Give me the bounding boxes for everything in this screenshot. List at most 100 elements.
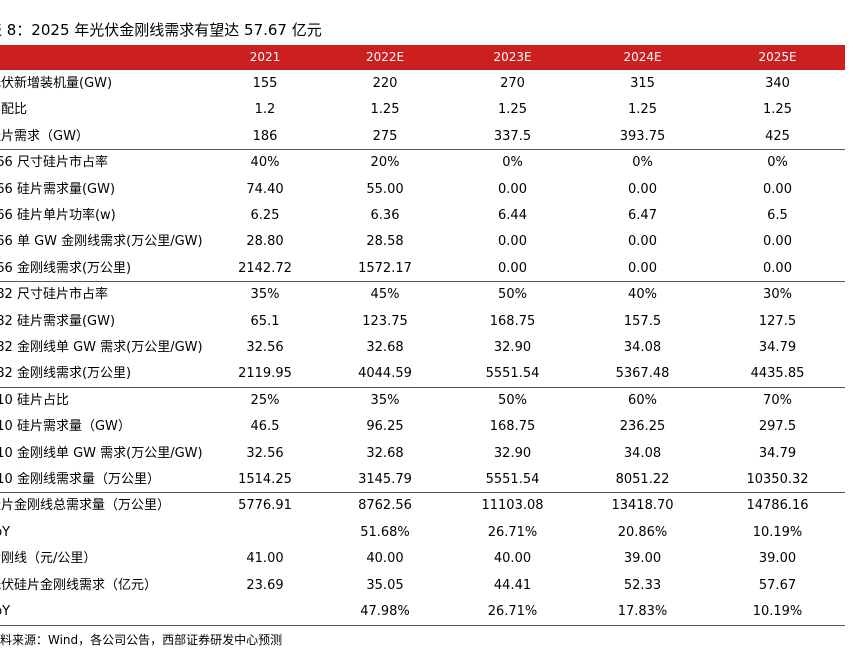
cell: 5367.48 xyxy=(615,366,670,382)
cell: 35% xyxy=(250,287,280,303)
cell: 2142.72 xyxy=(238,260,292,276)
cell: 236.25 xyxy=(619,419,666,435)
cell: 0.00 xyxy=(763,234,792,250)
cell: 5551.54 xyxy=(485,472,540,487)
cell: 55.00 xyxy=(366,181,404,197)
cell: 39.00 xyxy=(623,551,662,567)
cell: 6.47 xyxy=(628,208,657,223)
cell: 157.5 xyxy=(623,313,662,329)
cell: 4435.85 xyxy=(750,366,805,382)
cell: 0% xyxy=(632,155,653,171)
cell: 337.5 xyxy=(493,128,532,144)
title: 表 8：2025 年光伏金刚线需求有望达 57.67 亿元 xyxy=(0,21,322,39)
cell: 34.08 xyxy=(623,340,662,355)
cell: 96.25 xyxy=(366,419,404,435)
cell: 47.98% xyxy=(360,604,410,619)
cell: 50% xyxy=(498,287,527,303)
cell: 315 xyxy=(630,76,655,91)
cell: 275 xyxy=(372,128,398,144)
cell: 60% xyxy=(628,392,657,408)
cell: 14786.16 xyxy=(746,498,809,514)
row-label: 硅片金刚线总需求量（万公里） xyxy=(0,498,171,514)
row-label: 210 硅片占比 xyxy=(0,392,69,408)
cell: 1.25 xyxy=(498,102,527,118)
cell: 1.25 xyxy=(628,102,657,118)
cell: 50% xyxy=(498,392,527,408)
column-header: 2021 xyxy=(249,50,281,64)
cell: 34.79 xyxy=(758,445,797,461)
cell: 10.19% xyxy=(752,524,803,540)
row-label: 182 金刚线单 GW 需求(万公里/GW) xyxy=(0,340,203,355)
row-label: 210 金刚线单 GW 需求(万公里/GW) xyxy=(0,445,203,461)
row-label: 182 尺寸硅片市占率 xyxy=(0,287,108,303)
row-label: 硅片需求（GW） xyxy=(0,128,89,144)
cell: 1.25 xyxy=(370,102,400,118)
cell: 32.90 xyxy=(493,445,532,461)
cell: 0.00 xyxy=(498,234,527,250)
cell: 8762.56 xyxy=(358,498,412,514)
cell: 0.00 xyxy=(498,181,527,197)
cell: 5551.54 xyxy=(485,366,540,382)
cell: 32.68 xyxy=(366,340,404,355)
row-label: 166 尺寸硅片市占率 xyxy=(0,155,108,171)
cell: 340 xyxy=(765,76,790,91)
cell: 0.00 xyxy=(628,260,657,276)
cell: 39.00 xyxy=(758,551,797,567)
cell xyxy=(210,599,320,625)
group-separator xyxy=(0,492,845,493)
row-label: YoY xyxy=(0,524,11,540)
cell: 155 xyxy=(252,76,278,91)
cell: 270 xyxy=(500,76,525,91)
cell: 20% xyxy=(370,155,400,171)
cell: 70% xyxy=(763,392,792,408)
column-header: 2023E xyxy=(493,50,532,64)
cell: 220 xyxy=(372,76,398,91)
cell: 57.67 xyxy=(758,577,797,593)
cell: 45% xyxy=(370,287,400,303)
row-label: 光伏新增装机量(GW) xyxy=(0,76,113,91)
cell: 1572.17 xyxy=(358,260,412,276)
cell: 2119.95 xyxy=(238,366,292,382)
row-label: 166 硅片单片功率(w) xyxy=(0,208,116,223)
cell: 10350.32 xyxy=(746,472,809,487)
cell: 28.58 xyxy=(366,234,404,250)
cell: 123.75 xyxy=(362,313,408,329)
cell: 46.5 xyxy=(250,419,280,435)
row-label: 210 硅片需求量（GW） xyxy=(0,419,131,435)
cell: 32.56 xyxy=(246,445,284,461)
cell: 4044.59 xyxy=(358,366,412,382)
cell: 393.75 xyxy=(619,128,666,144)
cell: 25% xyxy=(250,392,280,408)
cell: 425 xyxy=(765,128,790,144)
row-label: 166 硅片需求量(GW) xyxy=(0,181,116,197)
cell: 127.5 xyxy=(758,313,797,329)
cell: 40% xyxy=(250,155,280,171)
cell: 34.08 xyxy=(623,445,662,461)
cell: 40.00 xyxy=(366,551,404,567)
column-header: 2024E xyxy=(623,50,662,64)
cell: 6.25 xyxy=(250,208,280,223)
cell: 23.69 xyxy=(246,577,284,593)
group-separator xyxy=(0,387,845,388)
cell: 11103.08 xyxy=(481,498,544,514)
cell: 35.05 xyxy=(366,577,404,593)
column-header: 2025E xyxy=(758,50,797,64)
cell: 26.71% xyxy=(487,604,538,619)
row-label: 光伏硅片金刚线需求（亿元） xyxy=(0,577,158,593)
cell: 35% xyxy=(370,392,400,408)
cell: 13418.70 xyxy=(611,498,674,514)
cell: 28.80 xyxy=(246,234,284,250)
group-separator xyxy=(0,281,845,282)
cell: 20.86% xyxy=(617,524,668,540)
cell: 0.00 xyxy=(763,260,792,276)
cell: 5776.91 xyxy=(238,498,292,514)
cell: 0.00 xyxy=(628,181,657,197)
column-header: 2022E xyxy=(365,50,405,64)
cell: 8051.22 xyxy=(615,472,670,487)
cell: 32.90 xyxy=(493,340,532,355)
cell: 17.83% xyxy=(617,604,668,619)
row-label: 166 单 GW 金刚线需求(万公里/GW) xyxy=(0,234,203,250)
cell: 3145.79 xyxy=(358,472,412,487)
cell: 1.25 xyxy=(763,102,792,118)
